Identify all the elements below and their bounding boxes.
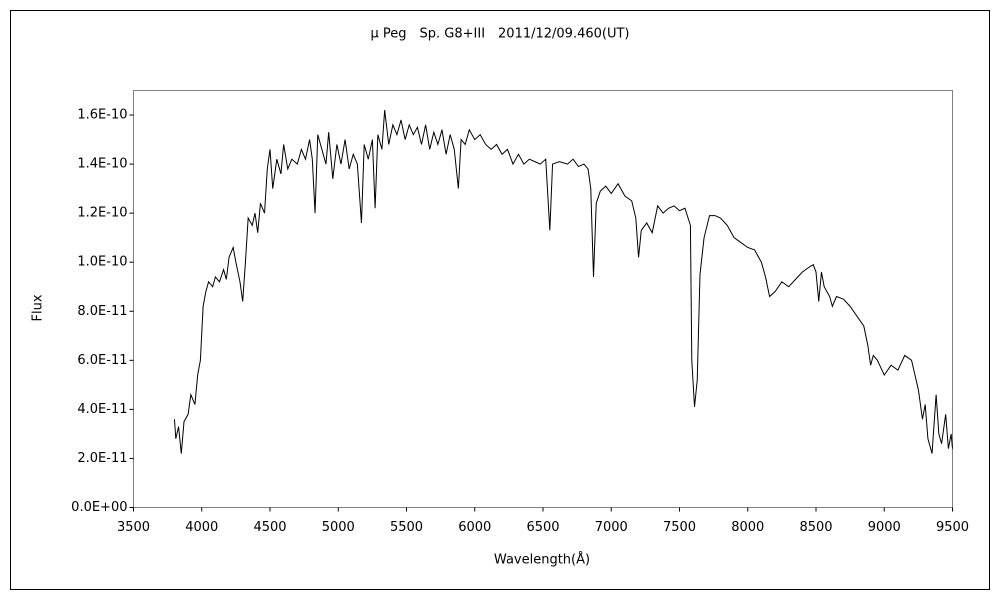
x-tick-label: 4500 — [253, 520, 286, 535]
x-tick-label: 5000 — [322, 520, 355, 535]
plot-area — [133, 90, 953, 508]
x-tick-label: 8500 — [799, 520, 832, 535]
x-tick-label: 7000 — [595, 520, 628, 535]
y-tick-label: 0.0E+00 — [71, 500, 127, 515]
y-axis-label: Flux — [31, 294, 46, 321]
y-tick-label: 6.0E-11 — [77, 353, 127, 368]
x-tick-label: 6500 — [526, 520, 559, 535]
x-tick-label: 6000 — [458, 520, 491, 535]
y-tick-label: 1.2E-10 — [77, 206, 127, 221]
x-tick-label: 4000 — [185, 520, 218, 535]
x-tick-label: 3500 — [117, 520, 150, 535]
x-axis-label: Wavelength(Å) — [494, 552, 590, 568]
y-tick-label: 2.0E-11 — [77, 451, 127, 466]
spectrum-line — [173, 110, 953, 454]
y-tick-label: 1.0E-10 — [77, 255, 127, 270]
y-tick-label: 1.4E-10 — [77, 157, 127, 172]
x-tick-label: 9000 — [868, 520, 901, 535]
x-tick-label: 9500 — [936, 520, 969, 535]
x-tick-label: 8000 — [731, 520, 764, 535]
chart-title: μ Peg Sp. G8+III 2011/12/09.460(UT) — [370, 27, 629, 42]
x-tick-label: 7500 — [663, 520, 696, 535]
y-tick-label: 1.6E-10 — [77, 108, 127, 123]
y-tick-label: 8.0E-11 — [77, 304, 127, 319]
x-tick-label: 5500 — [390, 520, 423, 535]
y-tick-label: 4.0E-11 — [77, 402, 127, 417]
